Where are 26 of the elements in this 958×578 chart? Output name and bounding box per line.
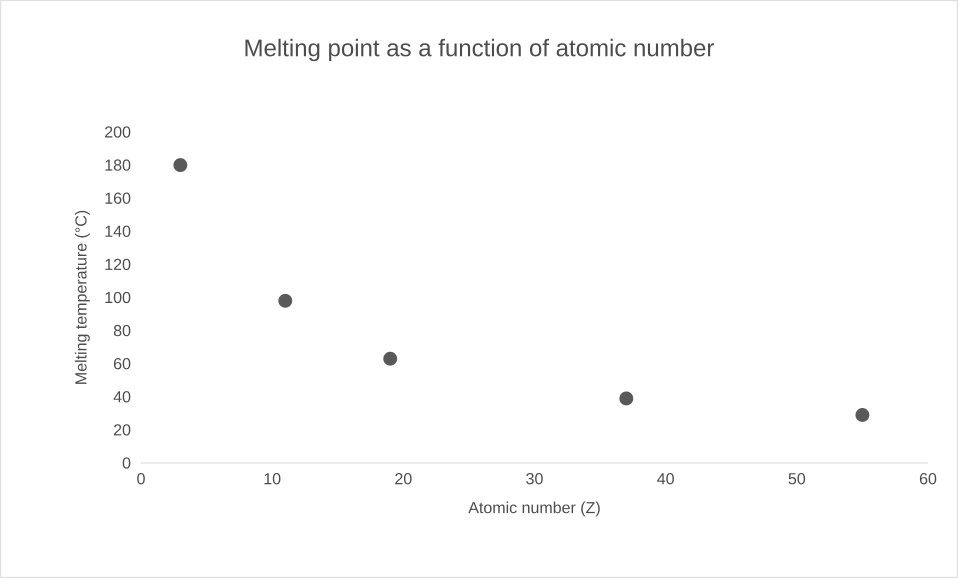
point (173, 158, 188, 172)
y-tick-label: 140 (105, 226, 130, 237)
y-tick-label: 200 (105, 126, 130, 138)
y-tick-label: 160 (105, 192, 130, 204)
y-tick-label: 40 (114, 391, 130, 402)
x-tick-label: 30 (526, 473, 543, 484)
point (855, 408, 870, 422)
x-tick-label: 40 (657, 473, 674, 484)
point (278, 294, 292, 308)
y-tick-label: 80 (114, 324, 130, 336)
x-axis-title: Atomic number (Z) (468, 502, 600, 516)
y-tick-label: 60 (114, 358, 130, 370)
x-tick-label: 60 (920, 473, 936, 484)
y-axis-title: Melting temperature (°C) (74, 210, 90, 384)
y-tick-label: 120 (105, 258, 130, 270)
chart-title: Melting point as a function of atomic number (246, 38, 714, 62)
y-tick-label: 100 (105, 292, 130, 304)
y-tick-label: 180 (105, 159, 130, 171)
x-tick-label: 0 (137, 473, 145, 484)
x-tick-label: 50 (788, 473, 806, 484)
y-tick-label: 0 (122, 457, 130, 469)
point (383, 352, 398, 366)
point (619, 392, 634, 406)
x-tick-label: 20 (395, 473, 412, 484)
y-tick-label: 20 (114, 424, 130, 436)
x-tick-label: 10 (264, 473, 280, 484)
